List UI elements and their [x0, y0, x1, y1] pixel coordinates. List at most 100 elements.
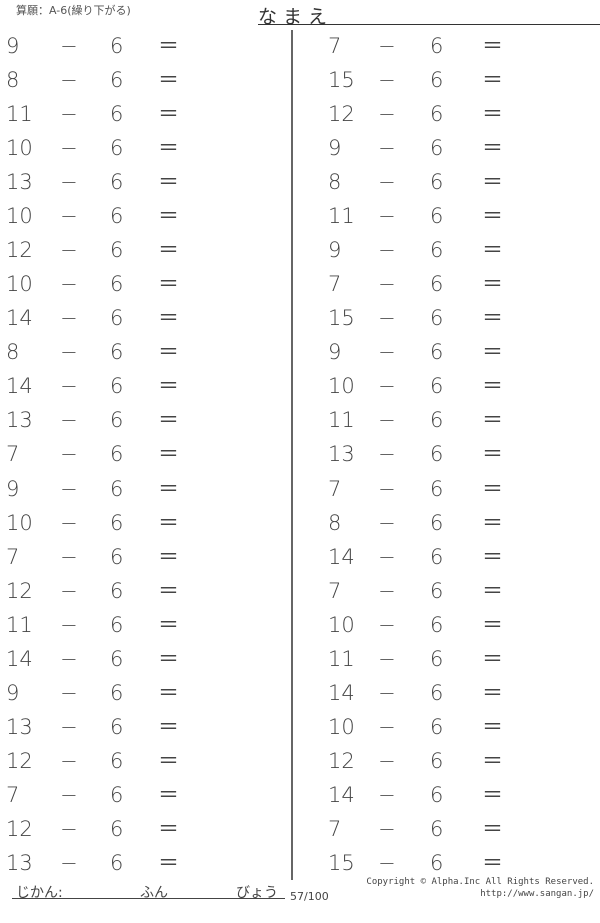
- minuend: 9: [328, 238, 342, 263]
- minuend: 14: [6, 306, 33, 331]
- minus-sign: −: [378, 238, 396, 263]
- subtrahend: 6: [430, 340, 444, 365]
- minuend: 11: [328, 646, 355, 671]
- minus-sign: −: [378, 272, 396, 297]
- equals-sign: ＝: [482, 34, 503, 58]
- minuend: 8: [6, 340, 20, 365]
- subtrahend: 6: [430, 544, 444, 569]
- equals-sign: ＝: [482, 442, 503, 467]
- minus-sign: −: [60, 170, 78, 195]
- time-label: じかん:: [16, 885, 63, 901]
- minus-sign: −: [378, 612, 396, 637]
- minuend: 9: [6, 34, 20, 58]
- minuend: 7: [328, 578, 342, 603]
- subtrahend: 6: [430, 170, 444, 195]
- subtrahend: 6: [110, 816, 124, 841]
- equals-sign: ＝: [158, 714, 179, 739]
- subtrahend: 6: [110, 340, 124, 365]
- minus-sign: −: [60, 442, 78, 467]
- equals-sign: ＝: [158, 340, 179, 365]
- equals-sign: ＝: [158, 544, 179, 569]
- minus-sign: −: [378, 408, 396, 433]
- minuend: 8: [6, 68, 20, 93]
- equals-sign: ＝: [158, 442, 179, 467]
- minuend: 10: [6, 510, 33, 535]
- equals-sign: ＝: [158, 850, 179, 875]
- equals-sign: ＝: [158, 136, 179, 161]
- minus-sign: −: [60, 476, 78, 501]
- subtrahend: 6: [430, 816, 444, 841]
- equals-sign: ＝: [158, 102, 179, 127]
- equals-sign: ＝: [482, 578, 503, 603]
- equals-sign: ＝: [158, 782, 179, 807]
- subtrahend: 6: [110, 170, 124, 195]
- minus-sign: −: [378, 170, 396, 195]
- minus-sign: −: [378, 204, 396, 229]
- seconds-label: びょう: [236, 885, 278, 901]
- subtrahend: 6: [430, 442, 444, 467]
- equals-sign: ＝: [158, 408, 179, 433]
- minuend: 10: [6, 272, 33, 297]
- minus-sign: −: [378, 714, 396, 739]
- minus-sign: −: [378, 782, 396, 807]
- equals-sign: ＝: [482, 612, 503, 637]
- subtrahend: 6: [110, 680, 124, 705]
- minuend: 12: [6, 748, 33, 773]
- minuend: 14: [328, 680, 355, 705]
- minuend: 7: [6, 442, 20, 467]
- worksheet-title: 算願：A-6(繰り下がる): [16, 4, 131, 17]
- column-divider: [291, 30, 293, 880]
- minuend: 12: [6, 578, 33, 603]
- equals-sign: ＝: [482, 170, 503, 195]
- minuend: 10: [6, 204, 33, 229]
- minus-sign: −: [60, 238, 78, 263]
- subtrahend: 6: [110, 442, 124, 467]
- minus-sign: −: [60, 68, 78, 93]
- subtrahend: 6: [110, 476, 124, 501]
- minuend: 13: [6, 408, 33, 433]
- copyright-text: Copyright © Alpha.Inc All Rights Reserve…: [366, 877, 594, 887]
- subtrahend: 6: [110, 238, 124, 263]
- equals-sign: ＝: [482, 102, 503, 127]
- subtrahend: 6: [430, 102, 444, 127]
- minuend: 14: [6, 374, 33, 399]
- minuend: 10: [328, 714, 355, 739]
- minuend: 11: [6, 102, 33, 127]
- minuend: 14: [328, 782, 355, 807]
- minuend: 10: [328, 374, 355, 399]
- equals-sign: ＝: [482, 748, 503, 773]
- equals-sign: ＝: [482, 136, 503, 161]
- subtrahend: 6: [110, 136, 124, 161]
- equals-sign: ＝: [158, 680, 179, 705]
- equals-sign: ＝: [482, 374, 503, 399]
- subtrahend: 6: [430, 510, 444, 535]
- subtrahend: 6: [430, 578, 444, 603]
- minus-sign: −: [378, 816, 396, 841]
- subtrahend: 6: [430, 646, 444, 671]
- subtrahend: 6: [430, 782, 444, 807]
- minus-sign: −: [60, 646, 78, 671]
- time-underline: [12, 898, 285, 899]
- equals-sign: ＝: [482, 680, 503, 705]
- minuend: 15: [328, 306, 355, 331]
- minus-sign: −: [378, 34, 396, 58]
- subtrahend: 6: [430, 68, 444, 93]
- subtrahend: 6: [110, 510, 124, 535]
- minuend: 7: [328, 816, 342, 841]
- equals-sign: ＝: [482, 204, 503, 229]
- minus-sign: −: [60, 578, 78, 603]
- minus-sign: −: [378, 578, 396, 603]
- minuend: 9: [6, 680, 20, 705]
- name-field[interactable]: なまえ.: [258, 2, 600, 28]
- name-label: なまえ: [258, 6, 334, 28]
- subtrahend: 6: [110, 102, 124, 127]
- subtrahend: 6: [110, 374, 124, 399]
- minutes-label: ふん: [140, 885, 168, 901]
- minuend: 7: [328, 34, 342, 58]
- minus-sign: −: [378, 646, 396, 671]
- subtrahend: 6: [430, 680, 444, 705]
- page-number: 57/100: [290, 890, 329, 903]
- equals-sign: ＝: [158, 646, 179, 671]
- subtrahend: 6: [110, 612, 124, 637]
- equals-sign: ＝: [158, 578, 179, 603]
